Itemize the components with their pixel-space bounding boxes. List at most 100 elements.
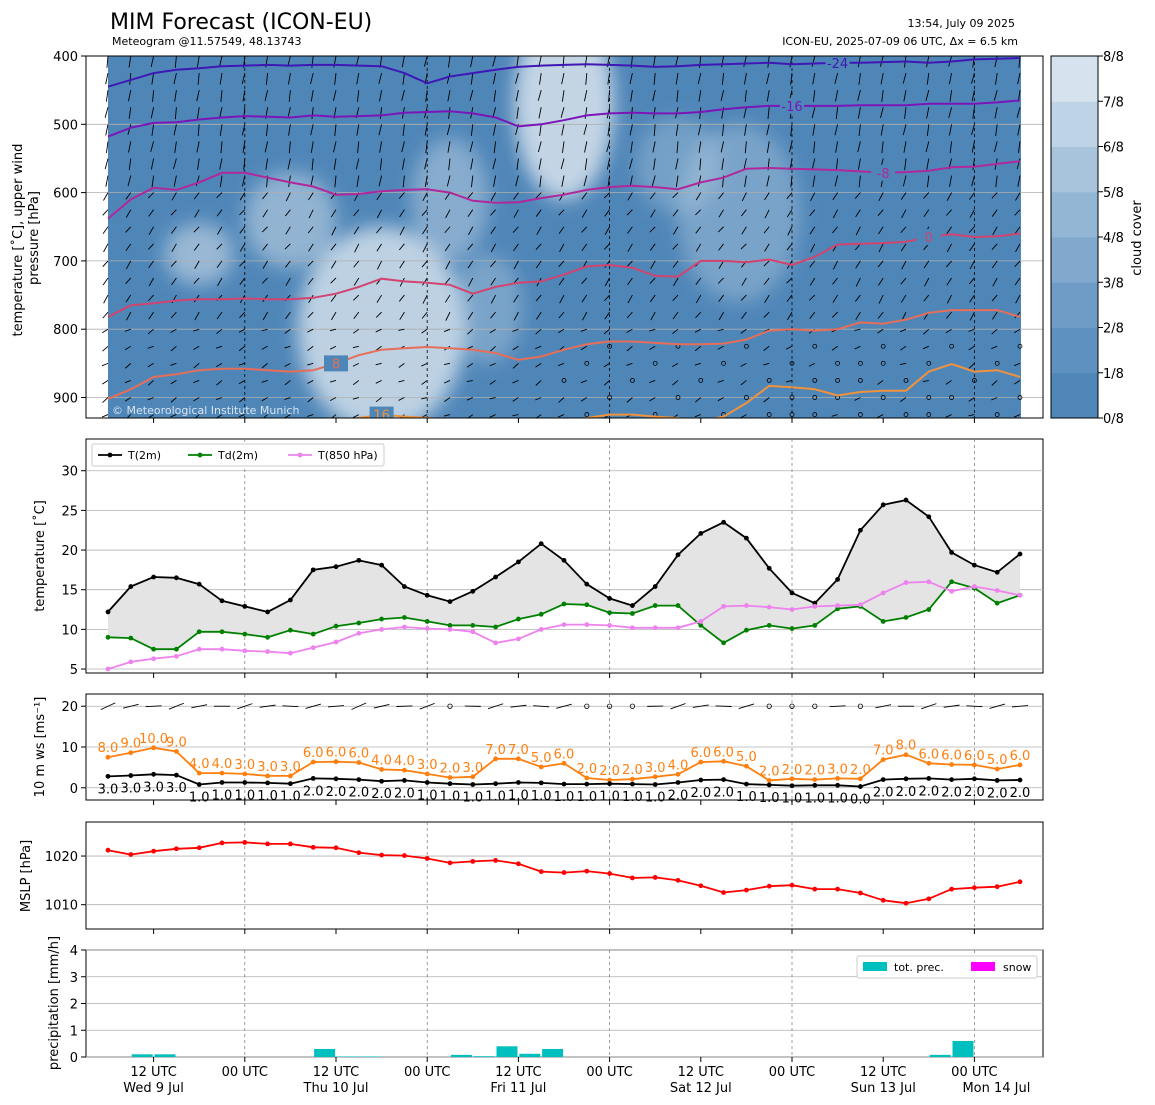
wind-barb [972,107,975,119]
mslp-point [447,860,453,866]
wind-barb [672,260,679,268]
wind-barb [946,311,952,319]
wind-barb [603,192,610,199]
wind-barb [307,260,314,267]
gust-data-label: 6.0 [1010,749,1031,764]
wind-barb [444,226,451,234]
wind-barb [106,56,109,68]
wind-barb [558,397,565,403]
wind-barb [284,414,291,418]
calm-wind-marker [994,360,1000,366]
wind-barb [310,141,314,153]
wind-barb [992,311,998,320]
wind-barb [740,209,747,217]
wind-barb [147,397,154,401]
gust-data-label: 7.0 [873,744,894,759]
wind-barb [559,294,565,304]
wind-barb [607,124,611,136]
td2m-point [903,615,909,620]
calm-wind-marker [926,395,932,400]
wind-barb [285,277,291,286]
cloud-cover-colorbar: 0/8 1/8 2/8 3/8 4/8 5/8 6/8 7/8 8/8 [1050,50,1124,427]
gust-data-label: 5.0 [736,750,757,765]
wind-barb [421,209,428,216]
wind-barb [809,260,816,268]
wind-barb [1016,158,1021,170]
wind-barb [763,362,770,366]
wind-barb [949,141,953,154]
wind-barb [581,226,588,233]
gust-data-label: 9.0 [166,735,187,750]
wind-barb [1015,243,1021,253]
wind-barb [307,328,314,333]
wind-barb [489,345,496,352]
wind-barb [147,380,154,386]
wind-barb [607,175,611,188]
wind-barb [763,397,770,403]
wind-barb [470,158,474,170]
wind-barb [766,90,770,102]
mslp-point [402,853,407,858]
wind-barb [763,260,770,267]
wind-barb [989,703,1006,709]
wind-barb [743,107,747,119]
mean-wind-point [880,777,886,783]
wind-barb [147,192,154,199]
wind-barb [673,277,679,287]
wind-barb [262,209,268,218]
wind-barb [991,380,998,386]
wind-barb [446,72,451,84]
t850-point [470,629,476,635]
mean-wind-point [630,781,635,787]
wind-barb [744,124,747,136]
wind-barb [900,345,907,351]
wind-barb [492,72,497,85]
wind-barb [627,226,633,234]
wind-barb [652,141,656,153]
wind-barb [445,311,451,321]
wind-barb [266,124,269,137]
wind-barb [102,397,109,403]
wind-barb [877,311,884,319]
wind-barb [718,311,724,321]
wind-barb [1018,141,1021,154]
wind-barb [903,141,907,153]
wind-barb [627,277,633,286]
wind-barb [352,362,360,367]
wind-barb [994,107,998,119]
precipitation-bar [496,1046,518,1057]
wind-barb [265,158,269,170]
gust-data-label: 2.0 [804,764,825,779]
mslp-point [538,869,544,875]
wind-barb [402,158,405,170]
wind-barb [193,380,200,383]
wind-barb [535,243,542,250]
wind-barb [585,73,588,85]
legend-box [91,443,385,467]
wind-barb [695,277,702,285]
mslp-point [356,850,362,856]
wind-barb [443,328,451,333]
wind-barb [398,362,405,368]
calm-wind-marker [903,378,909,383]
gust-point [630,776,635,782]
isotherm-label-bg [871,164,896,181]
wind-barb [421,362,428,367]
wind-barb [171,226,177,234]
wind-barb [401,141,405,153]
wind-barb [535,260,542,269]
wind-barb [649,277,656,284]
wind-barb [971,90,975,102]
wind-barb [425,90,428,102]
mslp-point [698,883,704,889]
calm-wind-marker [584,412,590,417]
wind-barb [216,209,223,217]
wind-barb [694,345,702,352]
wind-barb [444,294,451,303]
wind-barb [558,328,565,334]
wind-barb [375,311,382,318]
t2m-point [356,557,362,563]
wind-barb [855,260,861,269]
wind-barb [581,243,588,251]
wind-barb [581,192,588,200]
